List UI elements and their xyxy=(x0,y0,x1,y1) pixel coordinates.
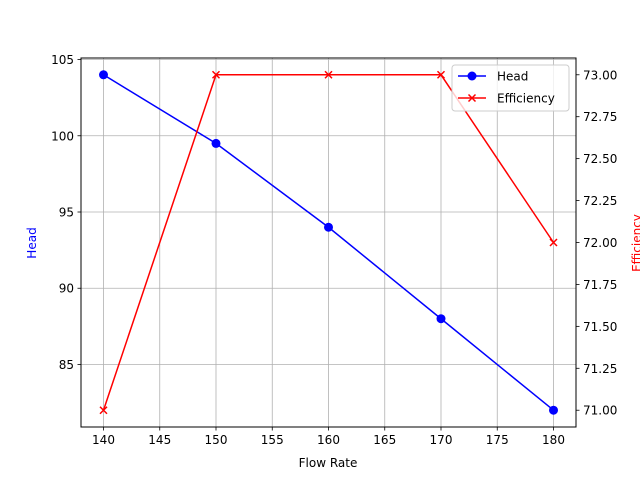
y-right-tick-label: 72.25 xyxy=(583,194,617,208)
circle-marker-icon xyxy=(436,314,446,324)
y-axis-right-label: Efficiency xyxy=(630,214,640,272)
x-tick-label: 180 xyxy=(542,433,565,447)
y-axis-left: 85 90 95 100 105 xyxy=(51,53,81,372)
legend-label-efficiency: Efficiency xyxy=(497,92,555,106)
series-efficiency xyxy=(99,70,558,415)
x-marker-icon xyxy=(467,93,477,103)
x-marker-icon xyxy=(549,238,558,247)
y-left-tick-label: 105 xyxy=(51,53,74,67)
legend-item-head: Head xyxy=(458,70,528,84)
y-right-tick-label: 72.50 xyxy=(583,152,617,166)
plot-series xyxy=(99,70,558,415)
circle-marker-icon xyxy=(324,222,333,232)
x-marker-icon xyxy=(99,406,108,415)
series-head xyxy=(99,70,558,415)
y-right-tick-label: 72.75 xyxy=(583,110,617,124)
x-tick-label: 155 xyxy=(261,433,284,447)
x-marker-icon xyxy=(211,70,221,79)
y-left-tick-label: 100 xyxy=(51,129,74,143)
legend: Head Efficiency xyxy=(451,64,570,112)
x-tick-label: 150 xyxy=(205,433,228,447)
x-tick-label: 140 xyxy=(92,433,115,447)
legend-label-head: Head xyxy=(497,70,528,84)
circle-marker-icon xyxy=(99,70,108,80)
x-axis: 140 145 150 155 160 165 170 175 180 xyxy=(92,427,565,447)
y-left-tick-label: 85 xyxy=(59,358,74,372)
x-tick-label: 165 xyxy=(373,433,396,447)
x-tick-label: 145 xyxy=(148,433,171,447)
y-left-tick-label: 90 xyxy=(59,282,74,296)
circle-marker-icon xyxy=(467,71,477,81)
x-marker-icon xyxy=(324,70,333,79)
y-right-tick-label: 71.50 xyxy=(583,320,617,334)
circle-marker-icon xyxy=(211,138,221,148)
legend-item-efficiency: Efficiency xyxy=(458,92,555,106)
x-marker-icon xyxy=(436,70,446,79)
grid-lines xyxy=(81,58,576,427)
y-axis-right: 71.00 71.25 71.50 71.75 72.00 72.25 72.50 72.75… xyxy=(576,68,617,418)
y-axis-left-label: Head xyxy=(25,227,39,258)
circle-marker-icon xyxy=(549,405,558,415)
y-right-tick-label: 71.25 xyxy=(583,362,617,376)
y-right-tick-label: 71.75 xyxy=(583,278,617,292)
x-axis-label: Flow Rate xyxy=(299,456,358,470)
y-left-tick-label: 95 xyxy=(59,206,74,220)
y-right-tick-label: 73.00 xyxy=(583,68,617,82)
y-right-tick-label: 71.00 xyxy=(583,404,617,418)
x-tick-label: 175 xyxy=(486,433,509,447)
x-tick-label: 170 xyxy=(430,433,453,447)
x-tick-label: 160 xyxy=(317,433,340,447)
y-right-tick-label: 72.00 xyxy=(583,236,617,250)
